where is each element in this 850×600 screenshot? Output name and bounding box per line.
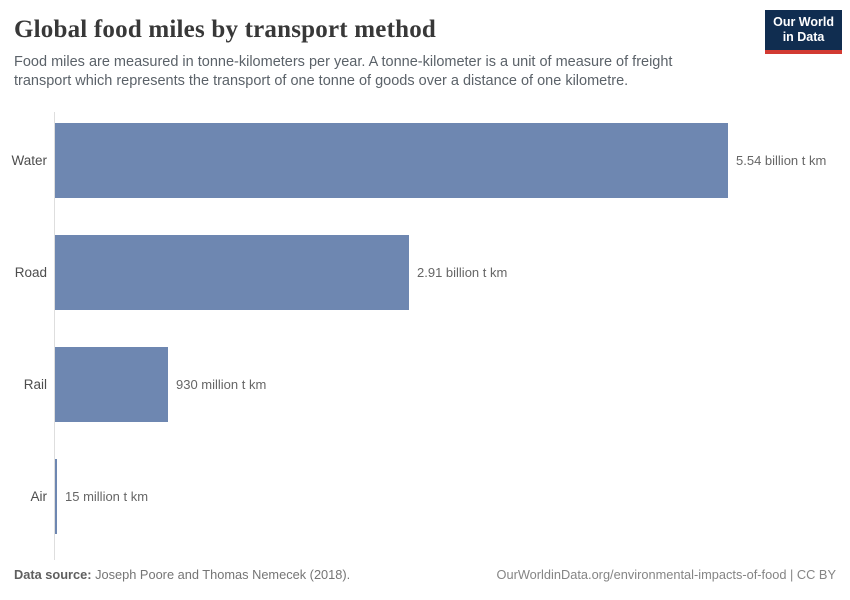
bar-rail[interactable] — [55, 347, 168, 422]
bar-line: 15 million t km — [55, 459, 148, 534]
category-label-road: Road — [14, 265, 47, 280]
data-source-text: Joseph Poore and Thomas Nemecek (2018). — [95, 567, 351, 582]
chart-row: Water 5.54 billion t km — [11, 112, 826, 224]
category-label-rail: Rail — [23, 377, 47, 392]
chart-footer: Data source: Joseph Poore and Thomas Nem… — [14, 567, 836, 582]
bar-chart: Water 5.54 billion t km Road 2.91 billion t… — [11, 112, 826, 560]
chart-subtitle: Food miles are measured in tonne-kilomet… — [14, 54, 673, 89]
value-label-rail: 930 million t km — [176, 377, 267, 392]
bar-road[interactable] — [55, 235, 409, 310]
chart-header: Global food miles by transport method Fo… — [14, 16, 836, 90]
chart-row: Rail 930 million t km — [24, 336, 744, 448]
value-label-road: 2.91 billion t km — [417, 265, 508, 280]
bar-line: 2.91 billion t km — [55, 235, 507, 310]
category-label-air: Air — [30, 489, 48, 504]
owid-logo-line2: in Data — [782, 30, 825, 45]
bar-water[interactable] — [55, 123, 728, 198]
bar-line: 5.54 billion t km — [55, 123, 826, 198]
category-label-water: Water — [11, 153, 47, 168]
bar-air[interactable] — [55, 459, 57, 534]
value-label-water: 5.54 billion t km — [736, 153, 827, 168]
bar-line: 930 million t km — [55, 347, 266, 422]
owid-logo[interactable]: Our World in Data — [765, 10, 842, 54]
data-source-label: Data source: — [14, 567, 92, 582]
chart-title: Global food miles by transport method — [14, 16, 436, 43]
chart-row: Air 15 million t km — [31, 448, 744, 560]
value-label-air: 15 million t km — [65, 489, 149, 504]
data-source: Data source: Joseph Poore and Thomas Nem… — [14, 567, 350, 582]
owid-logo-line1: Our World — [773, 15, 834, 29]
chart-row: Road 2.91 billion t km — [15, 224, 744, 336]
citation-link[interactable]: OurWorldinData.org/environmental-impacts… — [496, 567, 837, 582]
